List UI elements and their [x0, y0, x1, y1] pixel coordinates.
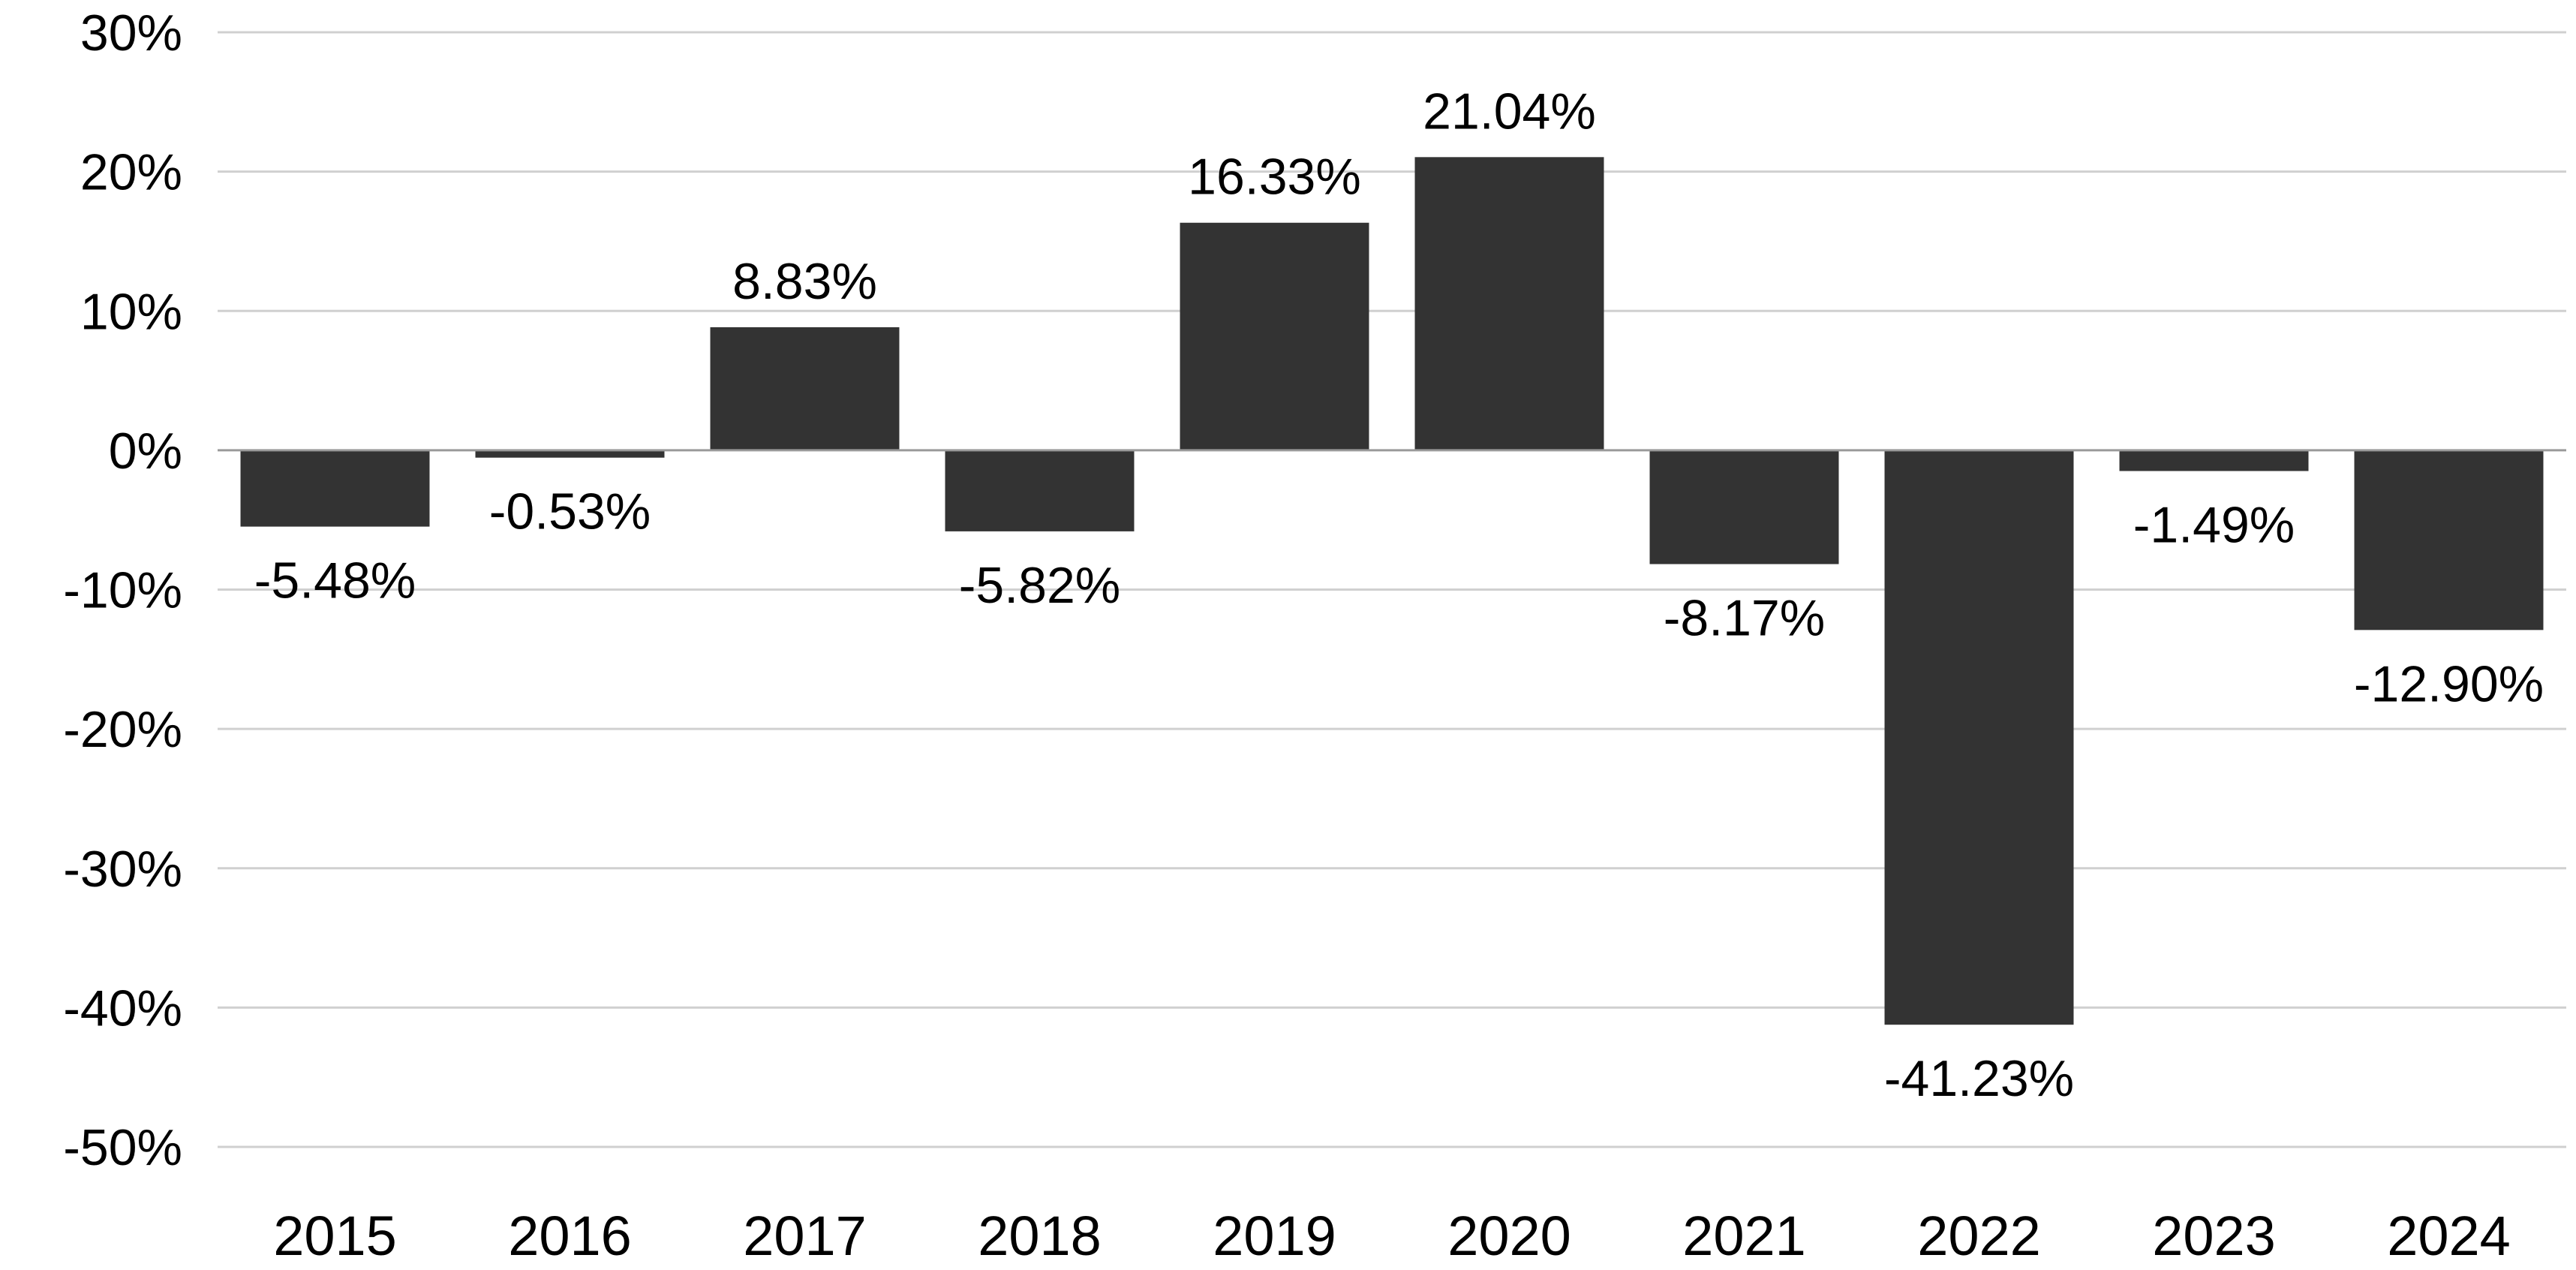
y-tick-label: 20%: [80, 144, 182, 201]
data-label-2019: 16.33%: [1188, 149, 1361, 206]
y-tick-label: 10%: [80, 283, 182, 340]
data-label-2023: -1.49%: [2133, 497, 2295, 554]
data-label-2016: -0.53%: [489, 483, 651, 540]
data-label-2018: -5.82%: [959, 557, 1120, 614]
x-category-label: 2017: [743, 1205, 867, 1267]
x-category-label: 2016: [508, 1205, 632, 1267]
data-labels: -5.48% -0.53% 8.83% -5.82% 16.33% 21.04% -8.17…: [254, 83, 2544, 1107]
bar-2016: [475, 450, 665, 458]
x-category-label: 2018: [978, 1205, 1102, 1267]
x-category-label: 2019: [1213, 1205, 1336, 1267]
x-axis-categories: 2015 2016 2017 2018 2019 2020 2021 2022 2023 2024: [273, 1205, 2511, 1267]
x-category-label: 2021: [1682, 1205, 1806, 1267]
x-category-label: 2024: [2387, 1205, 2511, 1267]
bar-2022: [1884, 450, 2074, 1025]
bars: [240, 157, 2544, 1025]
x-category-label: 2023: [2152, 1205, 2276, 1267]
x-category-label: 2015: [273, 1205, 397, 1267]
y-tick-label: 30%: [80, 5, 182, 62]
bar-2020: [1414, 157, 1604, 450]
y-tick-label: -30%: [63, 841, 182, 898]
x-category-label: 2022: [1917, 1205, 2041, 1267]
y-tick-label: -10%: [63, 562, 182, 619]
data-label-2022: -41.23%: [1884, 1050, 2074, 1107]
bar-2015: [240, 450, 430, 527]
x-category-label: 2020: [1447, 1205, 1571, 1267]
y-tick-label: -20%: [63, 701, 182, 758]
data-label-2015: -5.48%: [254, 552, 416, 609]
data-label-2020: 21.04%: [1423, 83, 1596, 140]
data-label-2017: 8.83%: [732, 253, 877, 310]
y-tick-label: 0%: [109, 423, 182, 480]
bar-2017: [710, 327, 900, 450]
y-tick-label: -50%: [63, 1119, 182, 1176]
y-axis-ticks: 30% 20% 10% 0% -10% -20% -30% -40% -50%: [63, 5, 182, 1176]
y-tick-label: -40%: [63, 980, 182, 1037]
bar-2021: [1649, 450, 1839, 564]
data-label-2021: -8.17%: [1664, 590, 1825, 647]
data-label-2024: -12.90%: [2354, 655, 2544, 712]
bar-2023: [2119, 450, 2309, 471]
bar-2018: [945, 450, 1135, 531]
bar-2024: [2354, 450, 2544, 630]
gridlines: [218, 31, 2566, 1148]
bar-2019: [1180, 222, 1369, 450]
